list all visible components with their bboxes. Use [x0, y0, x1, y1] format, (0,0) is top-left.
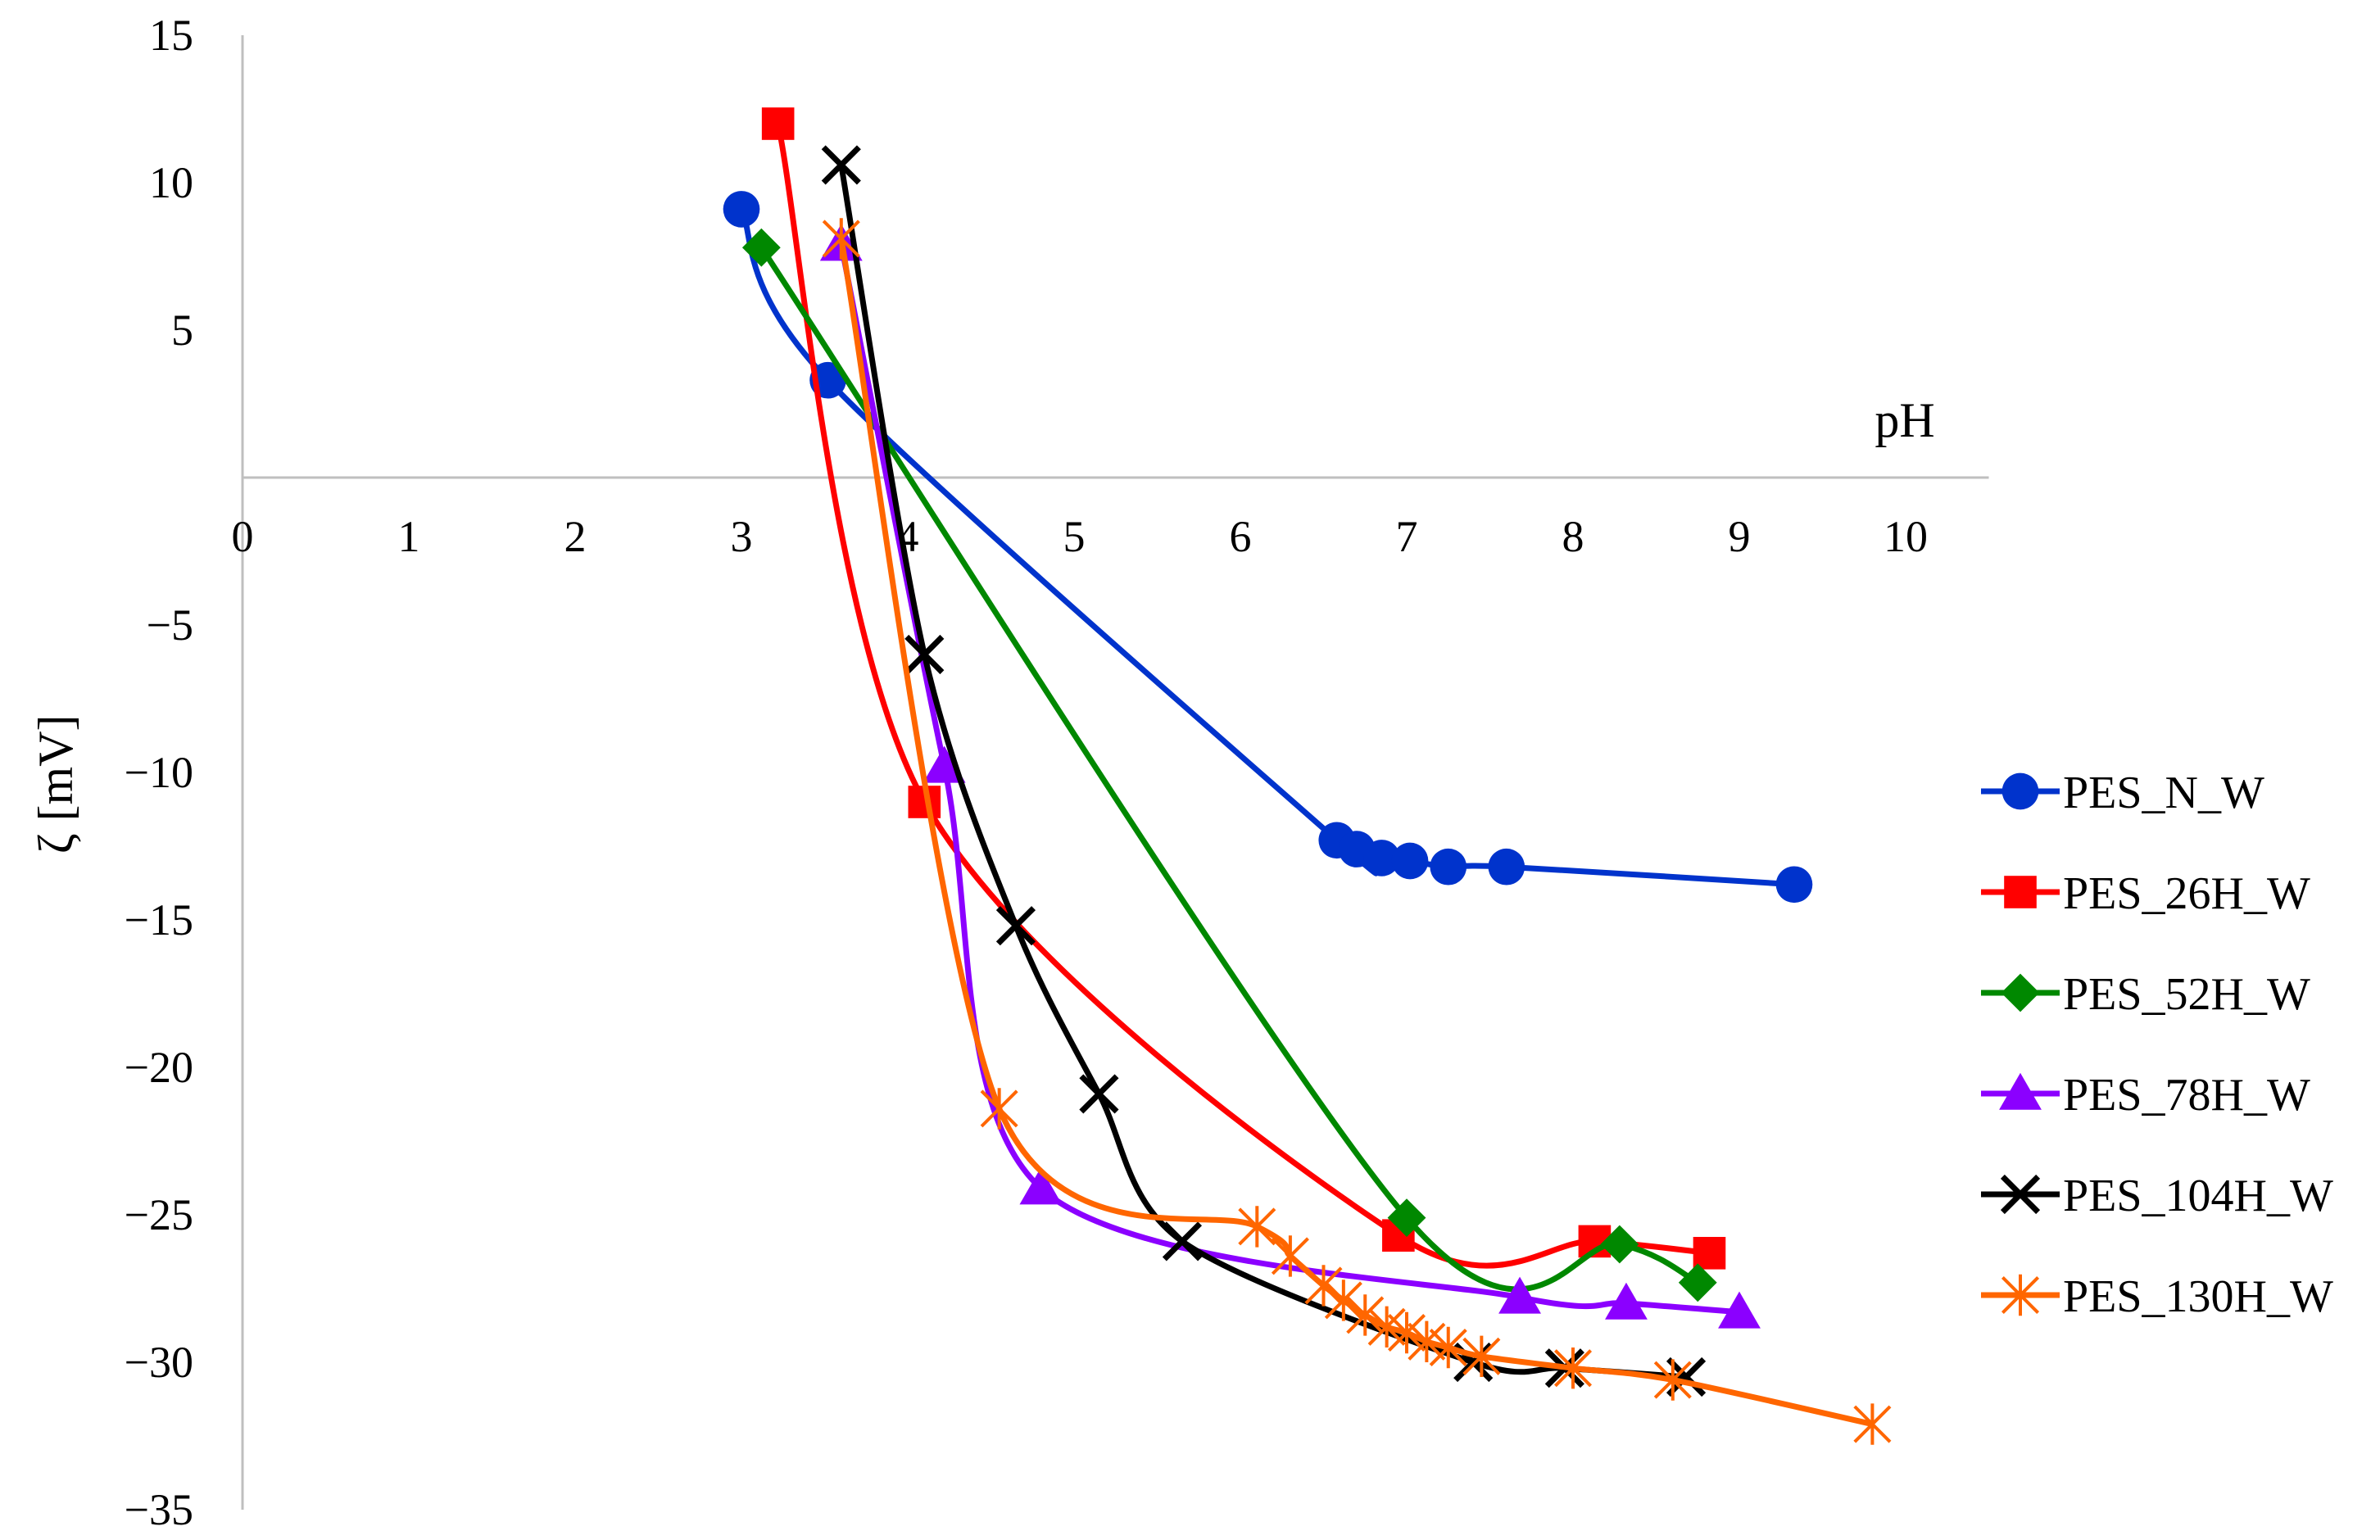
series-PES_130H_W	[822, 218, 1892, 1445]
y-tick-label: −25	[125, 1190, 193, 1239]
legend-label: PES_104H_W	[2063, 1171, 2333, 1221]
x-tick-label: 5	[1063, 512, 1086, 561]
data-point-asterisk	[1324, 1280, 1362, 1321]
legend-item: PES_130H_W	[1981, 1271, 2333, 1322]
data-point-asterisk	[1346, 1294, 1385, 1336]
series-PES_52H_W	[741, 228, 1717, 1302]
data-point-circle	[2001, 772, 2039, 810]
data-point-asterisk	[1429, 1326, 1467, 1369]
x-axis-title: pH	[1875, 393, 1934, 447]
legend-label: PES_26H_W	[2063, 868, 2310, 919]
data-point-triangle	[1718, 1291, 1761, 1329]
data-point-asterisk	[1271, 1235, 1309, 1277]
x-tick-label: 10	[1884, 512, 1928, 561]
data-point-asterisk	[1238, 1206, 1276, 1248]
series-line	[759, 246, 1699, 1293]
y-tick-label: 10	[149, 158, 193, 207]
data-point-circle	[1430, 848, 1467, 886]
data-point-x	[821, 145, 861, 185]
y-tick-labels: 15 10 5 −5 −10 −15 −20 −25 −30 −35	[125, 11, 193, 1534]
axes	[241, 35, 1989, 1510]
series-line	[775, 123, 1710, 1269]
x-tick-label: 1	[398, 512, 420, 561]
data-point-circle	[1363, 840, 1400, 876]
y-tick-label: −30	[125, 1338, 193, 1387]
y-tick-label: −10	[125, 748, 193, 797]
x-tick-label: 6	[1230, 512, 1252, 561]
data-series	[723, 107, 1892, 1445]
legend-item: PES_78H_W	[1981, 1070, 2310, 1121]
x-tick-label: 7	[1396, 512, 1418, 561]
data-point-square	[1693, 1237, 1726, 1270]
data-point-asterisk	[1553, 1348, 1593, 1389]
legend-label: PES_52H_W	[2063, 969, 2310, 1020]
data-point-asterisk	[980, 1088, 1018, 1130]
data-point-circle	[1488, 848, 1525, 886]
data-point-asterisk	[822, 218, 860, 260]
series-PES_N_W	[723, 191, 1813, 904]
legend-item: PES_104H_W	[1981, 1171, 2333, 1221]
y-tick-label: −15	[125, 895, 193, 944]
data-point-x	[904, 634, 945, 675]
x-tick-label: 8	[1562, 512, 1584, 561]
data-point-diamond	[1600, 1225, 1639, 1264]
data-point-asterisk	[1853, 1403, 1892, 1445]
x-tick-labels: 0 1 2 3 4 5 6 7 8 9 10	[232, 512, 1929, 561]
data-point-x	[1079, 1074, 1119, 1114]
series-line	[838, 164, 1687, 1380]
data-point-triangle	[1999, 1072, 2042, 1110]
series-line	[838, 243, 1740, 1316]
y-tick-label: 15	[149, 11, 193, 60]
data-point-circle	[1391, 842, 1429, 880]
legend-item: PES_N_W	[1981, 768, 2264, 818]
data-point-triangle	[1498, 1276, 1541, 1314]
data-point-asterisk	[1408, 1320, 1446, 1362]
data-point-asterisk	[1304, 1265, 1343, 1307]
legend-item: PES_52H_W	[1981, 969, 2310, 1020]
y-axis-title: ζ [mV]	[29, 714, 83, 854]
y-tick-label: 5	[171, 306, 193, 355]
data-point-triangle	[1605, 1282, 1648, 1320]
x-tick-label: 3	[731, 512, 753, 561]
data-point-x	[2000, 1174, 2041, 1215]
data-point-square	[761, 107, 795, 140]
data-point-diamond	[741, 228, 781, 267]
data-point-circle	[723, 191, 760, 228]
legend-label: PES_130H_W	[2063, 1271, 2333, 1322]
data-point-asterisk	[1387, 1311, 1426, 1354]
y-tick-label: −20	[125, 1043, 193, 1092]
series-PES_104H_W	[821, 145, 1707, 1397]
data-point-triangle	[1019, 1167, 1063, 1205]
data-point-circle	[1775, 866, 1813, 904]
legend-label: PES_78H_W	[2063, 1070, 2310, 1121]
data-point-diamond	[1387, 1198, 1426, 1237]
data-point-x	[1162, 1221, 1203, 1261]
data-point-triangle	[923, 745, 966, 783]
data-point-asterisk	[1462, 1335, 1501, 1377]
x-tick-label: 2	[564, 512, 587, 561]
data-point-asterisk	[1653, 1359, 1692, 1401]
x-tick-label: 0	[232, 512, 254, 561]
data-point-x	[995, 906, 1036, 946]
data-point-asterisk	[2001, 1274, 2040, 1316]
data-point-diamond	[1678, 1263, 1717, 1302]
legend-label: PES_N_W	[2063, 768, 2264, 818]
y-tick-label: −5	[147, 600, 193, 650]
data-point-diamond	[2001, 973, 2040, 1012]
x-tick-label: 9	[1729, 512, 1751, 561]
legend-item: PES_26H_W	[1981, 868, 2310, 919]
y-tick-label: −35	[125, 1485, 193, 1534]
data-point-square	[2004, 876, 2037, 908]
legend: PES_N_W PES_26H_W PES_52H_W PES_78H_W PES_10…	[1981, 768, 2333, 1322]
